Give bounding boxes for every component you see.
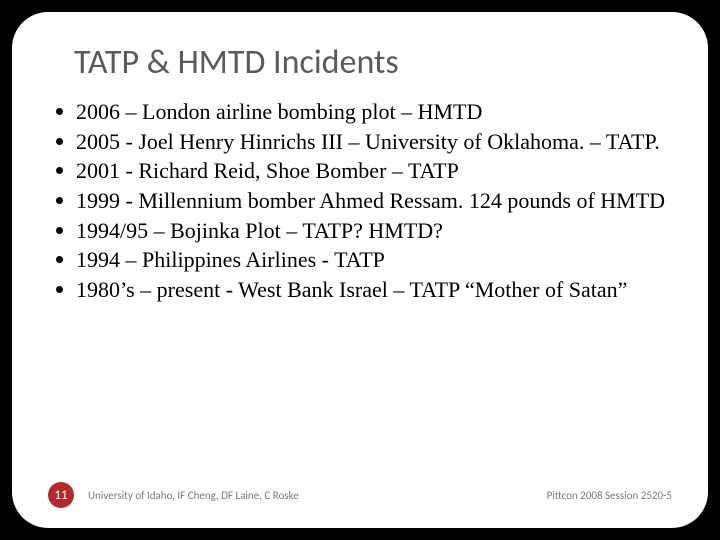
list-item: 1994 – Philippines Airlines - TATP	[54, 245, 672, 275]
list-item: 2001 - Richard Reid, Shoe Bomber – TATP	[54, 156, 672, 186]
footer-left: 11 University of Idaho, IF Cheng, DF Lai…	[48, 482, 299, 508]
list-item: 1999 - Millennium bomber Ahmed Ressam. 1…	[54, 186, 672, 216]
list-item: 2005 - Joel Henry Hinrichs III – Univers…	[54, 127, 672, 157]
footer-right-text: Pittcon 2008 Session 2520-5	[547, 489, 672, 502]
slide-number-badge: 11	[48, 482, 74, 508]
list-item: 2006 – London airline bombing plot – HMT…	[54, 97, 672, 127]
list-item: 1980’s – present - West Bank Israel – TA…	[54, 275, 672, 305]
bullet-list: 2006 – London airline bombing plot – HMT…	[48, 97, 672, 474]
list-item: 1994/95 – Bojinka Plot – TATP? HMTD?	[54, 216, 672, 246]
slide: TATP & HMTD Incidents 2006 – London airl…	[12, 12, 708, 528]
slide-title: TATP & HMTD Incidents	[74, 42, 672, 83]
footer-left-text: University of Idaho, IF Cheng, DF Laine,…	[88, 489, 299, 502]
slide-footer: 11 University of Idaho, IF Cheng, DF Lai…	[48, 482, 672, 508]
